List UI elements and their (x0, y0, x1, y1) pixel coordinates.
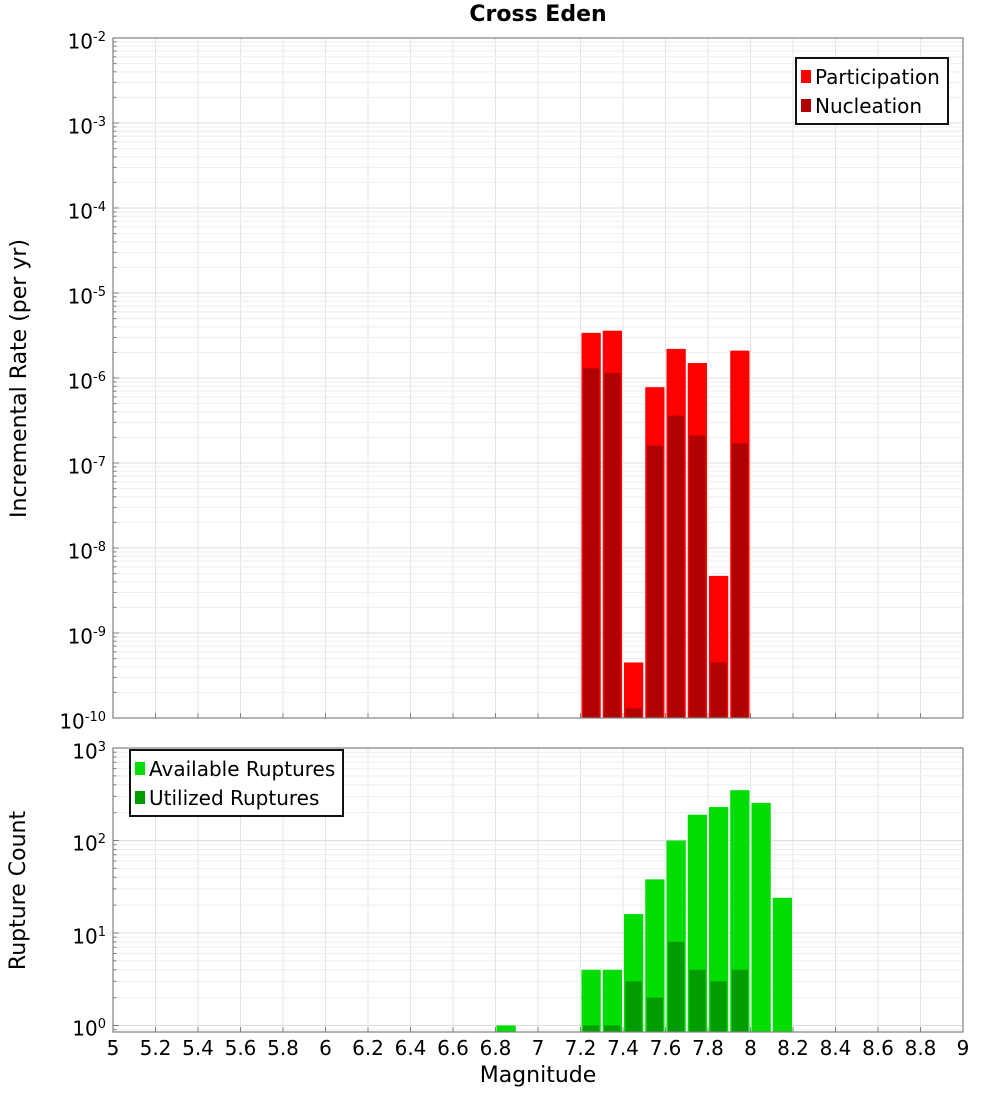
count-ytick-label: 103 (72, 739, 106, 764)
x-tick-label: 8.4 (819, 1036, 852, 1060)
count-bar-utilized-ruptures (625, 981, 642, 1032)
rate-bar-nucleation (604, 372, 621, 718)
rate-ytick-label: 10-9 (67, 624, 106, 649)
legend-swatch-icon (135, 762, 145, 775)
x-tick-label: 6.4 (394, 1036, 427, 1060)
legend-swatch-icon (801, 99, 811, 112)
x-tick-label: 8.8 (904, 1036, 937, 1060)
legend-item-nucleation: Nucleation (801, 91, 940, 120)
count-bar-utilized-ruptures (583, 1025, 600, 1032)
rate-bar-nucleation (625, 708, 642, 718)
rate-bar-nucleation (668, 415, 685, 718)
count-bar-utilized-ruptures (668, 941, 685, 1032)
x-tick-label: 6.6 (437, 1036, 469, 1060)
x-tick-label: 8.2 (777, 1036, 809, 1060)
legend-swatch-icon (801, 70, 811, 83)
x-tick-label: 6.2 (352, 1036, 384, 1060)
count-bar-available-ruptures (751, 802, 771, 1032)
x-tick-label: 6.8 (479, 1036, 512, 1060)
count-bar-available-ruptures (496, 1025, 516, 1032)
count-legend: Available Ruptures Utilized Ruptures (129, 749, 345, 817)
count-ytick-label: 101 (72, 924, 106, 949)
count-y-axis-label: Rupture Count (0, 748, 38, 1032)
rate-ytick-label: 10-8 (67, 539, 106, 564)
rate-ytick-label: 10-3 (67, 114, 106, 139)
x-tick-label: 7.6 (649, 1036, 682, 1060)
rate-ytick-label: 10-7 (67, 454, 106, 479)
x-tick-label: 5.4 (182, 1036, 214, 1060)
x-tick-label: 8 (744, 1036, 757, 1060)
x-axis-label: Magnitude (479, 1063, 597, 1088)
x-tick-label: 5.2 (139, 1036, 172, 1060)
rate-bar-nucleation (710, 662, 727, 718)
legend-label: Nucleation (815, 93, 923, 118)
rate-ytick-label: 10-2 (67, 29, 106, 54)
count-ytick-label: 102 (72, 832, 106, 857)
legend-label: Available Ruptures (149, 756, 336, 781)
legend-label: Participation (815, 64, 940, 89)
count-bar-available-ruptures (709, 807, 729, 1032)
x-tick-label: 9 (956, 1036, 970, 1060)
count-bar-utilized-ruptures (731, 969, 748, 1032)
x-tick-label: 5.8 (267, 1036, 299, 1060)
count-bar-utilized-ruptures (710, 981, 727, 1032)
legend-item-available-ruptures: Available Ruptures (135, 754, 335, 783)
x-tick-label: 7.8 (692, 1036, 724, 1060)
x-tick-label: 7.2 (564, 1036, 597, 1060)
rate-ytick-label: 10-6 (67, 369, 106, 394)
rate-bar-participation (624, 662, 644, 718)
rate-ytick-label: 10-10 (59, 709, 106, 734)
x-tick-label: 6 (319, 1036, 332, 1060)
x-tick-label: 7.4 (607, 1036, 639, 1060)
legend-label: Utilized Ruptures (149, 785, 320, 810)
rate-bar-nucleation (731, 443, 748, 718)
legend-item-utilized-ruptures: Utilized Ruptures (135, 783, 335, 812)
count-bar-available-ruptures (602, 969, 622, 1032)
count-bar-available-ruptures (645, 879, 665, 1032)
count-ytick-label: 100 (72, 1017, 106, 1042)
rate-ytick-label: 10-4 (67, 199, 106, 224)
x-tick-label: 8.6 (862, 1036, 894, 1060)
rate-bar-nucleation (646, 445, 663, 718)
count-bar-utilized-ruptures (604, 1025, 621, 1032)
legend-swatch-icon (135, 791, 145, 804)
rate-bar-nucleation (689, 435, 706, 718)
count-bar-utilized-ruptures (646, 997, 663, 1032)
rate-ytick-label: 10-5 (67, 284, 106, 309)
x-tick-label: 7 (531, 1036, 545, 1060)
chart-title: Cross Eden (469, 2, 607, 27)
count-bar-utilized-ruptures (689, 969, 706, 1032)
count-bar-available-ruptures (772, 897, 792, 1032)
x-tick-label: 5 (106, 1036, 120, 1060)
count-bar-available-ruptures (581, 969, 601, 1032)
x-tick-label: 5.6 (224, 1036, 257, 1060)
legend-item-participation: Participation (801, 62, 940, 91)
rate-legend: Participation Nucleation (795, 57, 949, 125)
rate-bar-nucleation (583, 368, 600, 718)
